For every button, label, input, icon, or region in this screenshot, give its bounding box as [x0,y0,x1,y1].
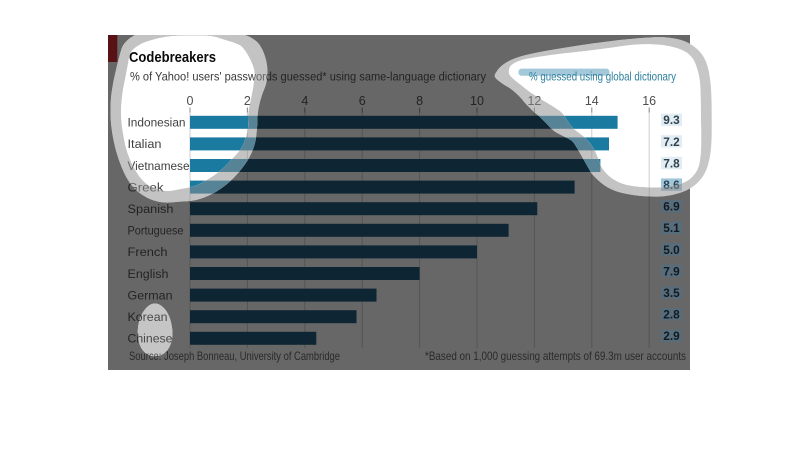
svg-text:4: 4 [301,94,308,108]
svg-text:Korean: Korean [128,310,168,324]
svg-text:14: 14 [585,94,599,108]
svg-text:5.1: 5.1 [663,221,680,235]
svg-text:Chinese: Chinese [128,332,173,346]
svg-text:10: 10 [470,94,484,108]
svg-text:Source: Joseph Bonneau, Univer: Source: Joseph Bonneau, University of Ca… [129,349,340,363]
svg-text:Spanish: Spanish [128,202,174,216]
svg-text:German: German [128,288,173,302]
svg-text:6.9: 6.9 [663,200,680,214]
svg-text:2.9: 2.9 [663,329,680,343]
svg-text:3.5: 3.5 [663,286,680,300]
svg-text:Codebreakers: Codebreakers [129,50,216,66]
svg-text:7.8: 7.8 [663,156,680,170]
svg-text:Indonesian: Indonesian [128,116,186,130]
svg-text:Portuguese: Portuguese [128,224,184,238]
svg-text:5.0: 5.0 [663,243,680,257]
svg-text:8: 8 [416,94,423,108]
svg-text:7.2: 7.2 [663,135,680,149]
svg-text:6: 6 [359,94,366,108]
svg-text:9.3: 9.3 [663,113,680,127]
svg-text:2: 2 [244,94,251,108]
svg-text:Vietnamese: Vietnamese [128,159,190,173]
svg-text:Italian: Italian [128,137,162,151]
svg-text:*Based on 1,000 guessing attem: *Based on 1,000 guessing attempts of 69.… [425,349,686,363]
svg-text:12: 12 [527,94,541,108]
svg-text:Source: Joseph Bonneau, Univer: Source: Joseph Bonneau, University of Ca… [129,349,340,363]
svg-text:2.8: 2.8 [663,308,680,322]
svg-text:16: 16 [642,94,656,108]
svg-text:% guessed using global diction: % guessed using global dictionary [529,70,677,84]
svg-text:0: 0 [187,94,194,108]
svg-text:7.9: 7.9 [663,264,680,278]
svg-text:French: French [128,245,168,259]
svg-text:English: English [128,267,169,281]
